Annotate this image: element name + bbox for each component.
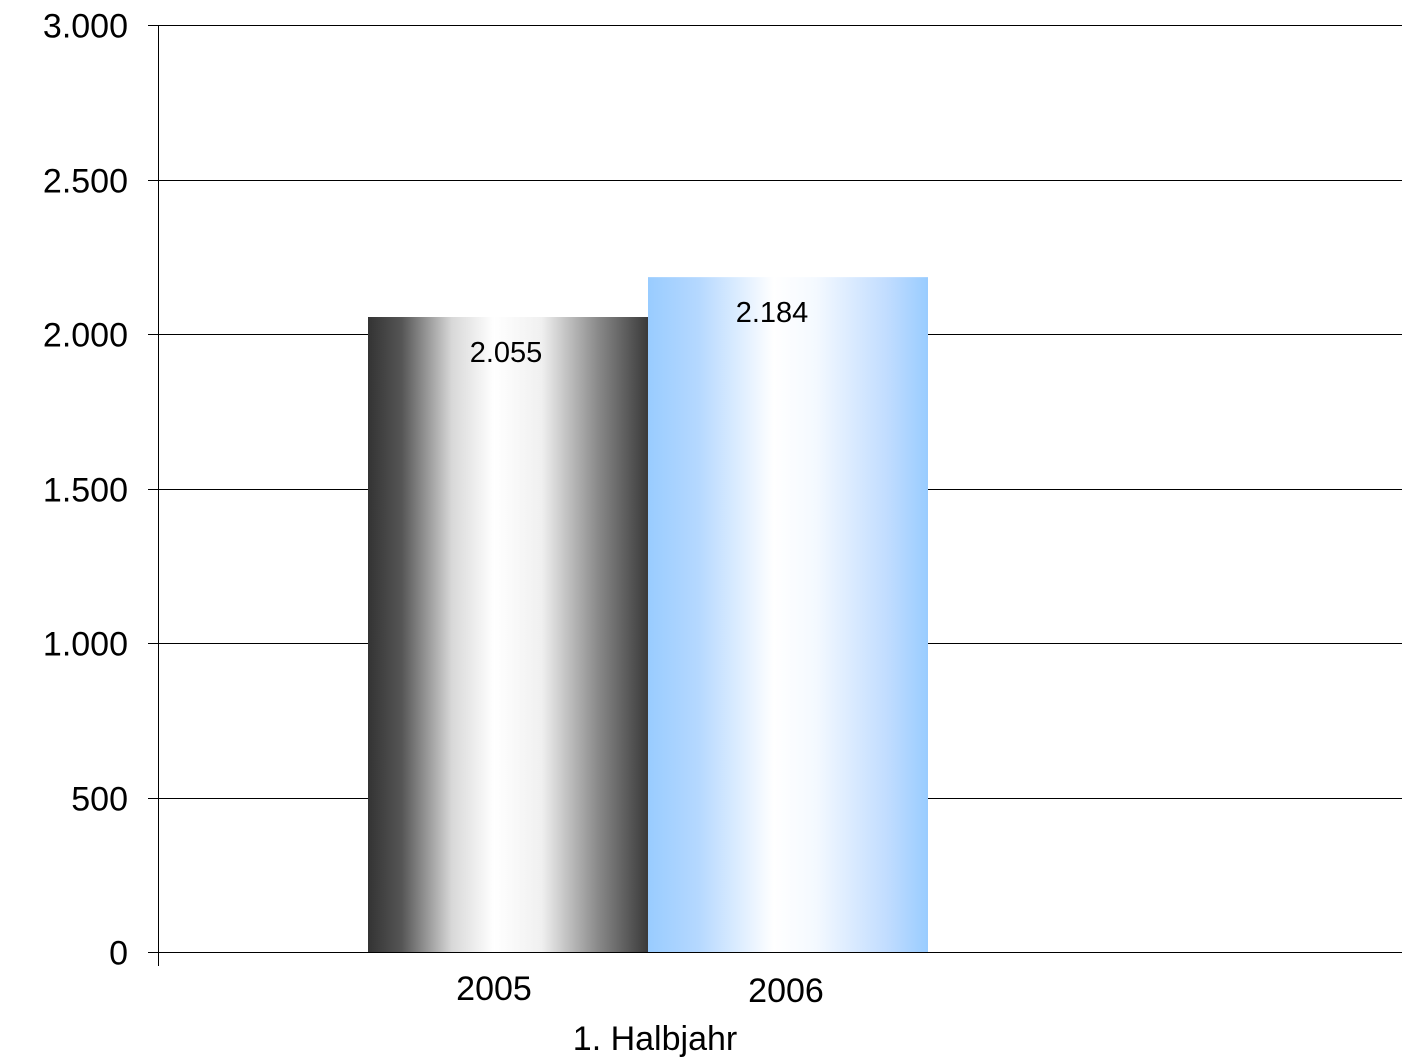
y-tick-label: 1.500: [43, 472, 128, 510]
category-label-2006: 2006: [748, 972, 824, 1010]
bar-2005: [368, 317, 648, 952]
y-tick-label: 0: [109, 935, 128, 973]
group-label: 1. Halbjahr: [573, 1020, 737, 1058]
data-label-2005: 2.055: [470, 337, 543, 369]
axes: [148, 25, 1402, 966]
y-tick-label: 1.000: [43, 626, 128, 664]
y-tick-label: 2.500: [43, 163, 128, 201]
data-label-2006: 2.184: [736, 297, 809, 329]
bar-2006: [648, 277, 928, 952]
y-tick-label: 2.000: [43, 317, 128, 355]
y-tick-label: 500: [71, 781, 128, 819]
y-tick-label: 3.000: [43, 8, 128, 46]
labels: 0 500 1.000 1.500 2.000 2.500 3.000 2.055 2005 2.…: [43, 8, 824, 1059]
bars: [368, 277, 928, 952]
category-label-2005: 2005: [456, 970, 532, 1008]
